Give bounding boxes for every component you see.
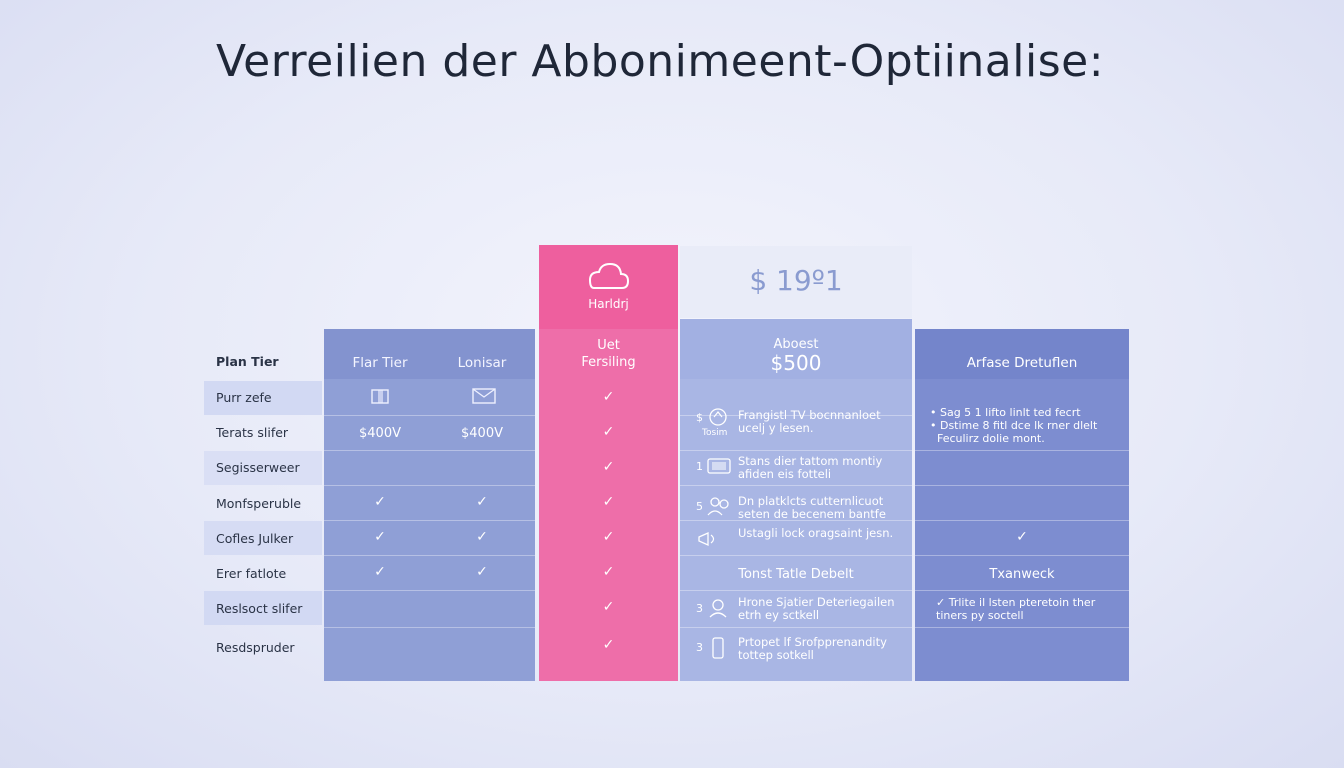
plan-column-enterprise[interactable]	[915, 329, 1129, 681]
monitor-icon	[706, 457, 732, 481]
premium-header-line1: Aboest	[773, 337, 819, 352]
plan-column-standard[interactable]	[324, 329, 535, 681]
row-divider	[915, 520, 1129, 521]
row-label: Purr zefe	[216, 390, 272, 405]
premium-feature-text: Hrone Sjatier Deteriegailen etrh ey sctk…	[738, 595, 895, 622]
enterprise-row-note: ✓ Trlite il lsten pteretoin ther tiners …	[936, 596, 1096, 622]
row-label: Reslsoct slifer	[216, 601, 303, 616]
row-divider	[680, 520, 912, 521]
page-title: Verreilien der Abbonimeent-Optiinalise:	[215, 36, 1105, 87]
feature-number: 3	[696, 602, 703, 615]
check-icon: ✓	[602, 459, 615, 475]
enterprise-header	[915, 329, 1129, 379]
check-icon: ✓	[602, 389, 615, 405]
folder-icon	[370, 387, 392, 409]
premium-price-top: $ 19º1	[749, 264, 843, 297]
check-icon: ✓	[602, 424, 615, 440]
row-label: Erer fatlote	[216, 566, 287, 581]
feature-number: 5	[696, 500, 703, 513]
premium-feature-title: Tonst Tatle Debelt	[738, 567, 854, 582]
check-icon: ✓	[602, 564, 615, 580]
price-value: $400V	[359, 426, 401, 441]
check-icon: ✓	[602, 529, 615, 545]
check-icon: ✓	[476, 494, 488, 510]
row-divider	[915, 485, 1129, 486]
premium-header	[680, 319, 912, 379]
row-divider	[915, 590, 1129, 591]
row-label: Resdspruder	[216, 640, 295, 655]
featured-header-line2: Fersiling	[581, 355, 636, 370]
row-divider	[915, 627, 1129, 628]
feature-sub: Tosim	[702, 428, 728, 438]
price-value: $400V	[461, 426, 503, 441]
label-band-7	[204, 591, 322, 625]
row-label-plan-tier: Plan Tier	[216, 354, 279, 369]
premium-feature-text: Ustagli lock oragsaint jesn.	[738, 526, 894, 540]
label-band-1	[204, 381, 322, 415]
row-divider	[324, 520, 535, 521]
row-divider	[680, 415, 912, 416]
premium-header-price: $500	[770, 351, 822, 375]
row-divider	[324, 450, 535, 451]
row-divider	[680, 555, 912, 556]
feature-number: 3	[696, 641, 703, 654]
premium-feature-text: Dn platklcts cutternlicuot seten de bece…	[738, 494, 886, 521]
mail-icon	[472, 388, 496, 408]
featured-icon-label: Harldrj	[588, 297, 629, 311]
check-icon: ✓	[374, 564, 386, 580]
check-icon: ✓	[602, 637, 615, 653]
check-icon: ✓	[602, 494, 615, 510]
row-label: Terats slifer	[216, 425, 289, 440]
row-divider	[324, 627, 535, 628]
enterprise-plan-name: Arfase Dretuflen	[966, 355, 1078, 371]
row-divider	[324, 485, 535, 486]
row-divider	[324, 555, 535, 556]
megaphone-icon	[696, 529, 722, 553]
check-icon: ✓	[602, 599, 615, 615]
people-icon	[706, 597, 730, 623]
featured-header-line1: Uet	[597, 338, 620, 353]
enterprise-note: Feculirz dolie mont.	[930, 432, 1045, 445]
feature-number: $	[696, 411, 703, 424]
row-divider	[680, 590, 912, 591]
plan-column-standard-header	[324, 329, 535, 379]
cloud-icon	[586, 258, 630, 296]
row-label: Cofles Julker	[216, 531, 294, 546]
row-divider	[915, 555, 1129, 556]
tv-icon	[706, 407, 730, 431]
device-icon	[710, 636, 726, 664]
row-label: Monfsperuble	[216, 496, 302, 511]
enterprise-note: • Dstime 8 fitl dce lk rner dlelt	[930, 419, 1098, 432]
row-divider	[680, 450, 912, 451]
premium-price-box	[680, 246, 912, 318]
premium-feature-text: Prtopet lf Srofpprenandity tottep sotkel…	[738, 635, 887, 662]
plan-name-flar-tier: Flar Tier	[352, 355, 408, 371]
label-band-5	[204, 521, 322, 555]
people-icon	[706, 495, 732, 521]
plan-name-lonisar: Lonisar	[457, 355, 507, 371]
check-icon: ✓	[374, 529, 386, 545]
row-divider	[680, 485, 912, 486]
premium-feature-text: Frangistl TV bocnnanloet ucelj y lesen.	[738, 408, 881, 435]
check-icon: ✓	[476, 564, 488, 580]
plan-column-featured[interactable]	[539, 245, 678, 681]
check-icon: ✓	[374, 494, 386, 510]
row-divider	[680, 627, 912, 628]
premium-feature-text: Stans dier tattom montiy afiden eis fott…	[738, 454, 883, 481]
row-label: Segisserweer	[216, 460, 300, 475]
label-band-3	[204, 451, 322, 485]
enterprise-note: • Sag 5 1 lifto linlt ted fecrt	[930, 406, 1081, 419]
row-divider	[324, 590, 535, 591]
row-divider	[324, 415, 535, 416]
enterprise-row-text: Txanweck	[989, 567, 1055, 582]
feature-number: 1	[696, 460, 703, 473]
check-icon: ✓	[476, 529, 488, 545]
row-divider	[915, 450, 1129, 451]
check-icon: ✓	[1016, 529, 1028, 545]
